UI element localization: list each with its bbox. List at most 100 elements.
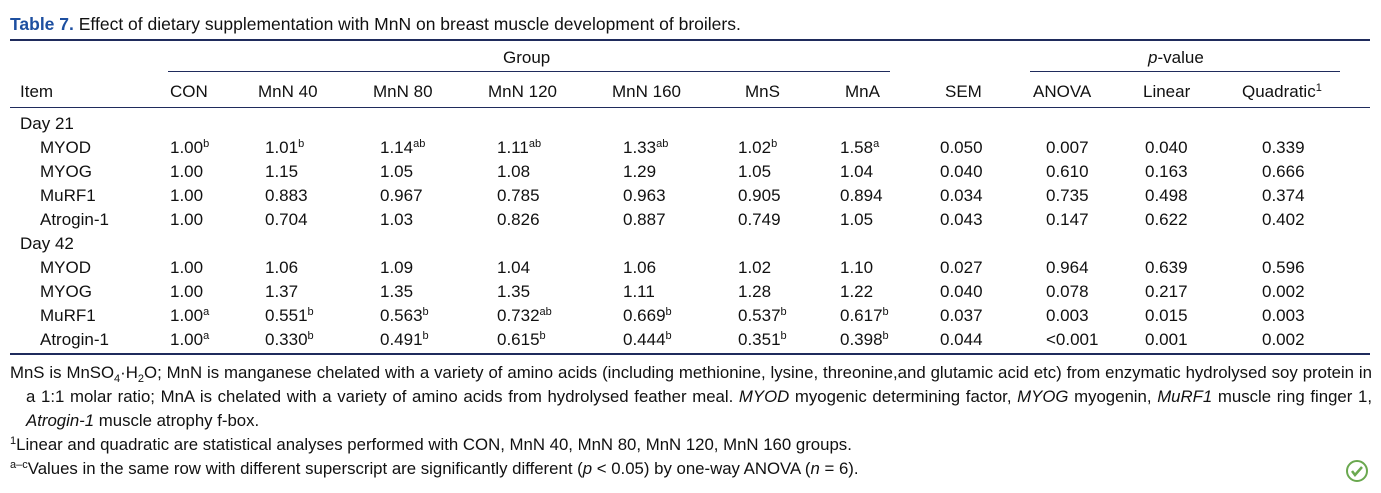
cell-text: 0.491: [380, 330, 423, 349]
cell-text: 1.33: [623, 138, 657, 157]
cell: 0.037: [940, 306, 983, 325]
cell: 1.04: [840, 162, 874, 181]
cell: 0.002: [1262, 330, 1305, 349]
footnote-text: Values in the same row with different su…: [27, 459, 583, 478]
top-rule: [10, 39, 1370, 41]
cell: 1.10: [840, 258, 874, 277]
cell: 1.00: [170, 210, 204, 229]
cell-text: 1.58: [840, 138, 874, 157]
cell-text: 1.00: [170, 330, 204, 349]
cell: 0.537b: [738, 305, 787, 327]
cell: 0.732ab: [497, 305, 552, 327]
caption: Table 7. Effect of dietary supplementati…: [10, 13, 741, 35]
row-item: MYOD: [40, 138, 91, 157]
section-label: Day 21: [20, 114, 74, 133]
logo: [1346, 460, 1368, 482]
footnote-text: muscle ring finger 1,: [1212, 387, 1373, 406]
cell: 1.15: [265, 162, 299, 181]
group-underline: [168, 71, 890, 72]
cell: 0.330b: [265, 329, 314, 351]
cell-text: 1.01: [265, 138, 299, 157]
cell: 0.883: [265, 186, 308, 205]
cell-sup: a: [873, 138, 880, 150]
row-item: MYOG: [40, 162, 92, 181]
cell: 0.498: [1145, 186, 1188, 205]
cell-sup: b: [882, 330, 889, 342]
cell: 1.22: [840, 282, 874, 301]
cell: 0.351b: [738, 329, 787, 351]
footnote-text: O; MnN is manganese chelated with a vari…: [26, 363, 1372, 406]
row-item: MuRF1: [40, 306, 96, 325]
row-item: MYOD: [40, 258, 91, 277]
row-item: MYOG: [40, 282, 92, 301]
cell-text: 1.02: [738, 138, 772, 157]
footnote-sub: 4: [114, 373, 121, 385]
footnotes: MnS is MnSO4·H2O; MnN is manganese chela…: [10, 361, 1372, 481]
cell: 0.078: [1046, 282, 1089, 301]
footnote: 1Linear and quadratic are statistical an…: [10, 433, 1372, 457]
cell: 0.044: [940, 330, 983, 349]
footnote: MnS is MnSO4·H2O; MnN is manganese chela…: [10, 361, 1372, 433]
cell-sup: b: [307, 330, 314, 342]
cell: 1.28: [738, 282, 772, 301]
cell: 0.596: [1262, 258, 1305, 277]
cell: 0.826: [497, 210, 540, 229]
cell-text: 0.615: [497, 330, 540, 349]
cell-sup: a: [203, 330, 210, 342]
cell-text: 0.563: [380, 306, 423, 325]
cell: 0.398b: [840, 329, 889, 351]
cell: 1.33ab: [623, 137, 668, 159]
cell-sup: b: [422, 330, 429, 342]
cell-sup: b: [298, 138, 305, 150]
cell: 1.37: [265, 282, 299, 301]
cell: 0.003: [1262, 306, 1305, 325]
cell-text: 0.330: [265, 330, 308, 349]
cell-sup: b: [203, 138, 210, 150]
cell: 0.905: [738, 186, 781, 205]
column-header: MnN 80: [373, 82, 433, 101]
row-item: Atrogin-1: [40, 210, 109, 229]
bottom-rule: [10, 353, 1370, 355]
footnote-italic: MYOD: [738, 387, 790, 406]
pvalue-underline: [1030, 71, 1340, 72]
cell-sup: b: [307, 306, 314, 318]
cell: 0.007: [1046, 138, 1089, 157]
footnote-text: Linear and quadratic are statistical ana…: [16, 435, 852, 454]
cell: 1.00: [170, 186, 204, 205]
cell: 1.58a: [840, 137, 879, 159]
cell: 0.887: [623, 210, 666, 229]
column-header: ANOVA: [1033, 82, 1092, 101]
group-header: Group: [503, 48, 551, 67]
cell: 1.00: [170, 162, 204, 181]
cell: 1.35: [497, 282, 531, 301]
cell-sup: b: [665, 306, 672, 318]
cell-sup: ab: [539, 306, 552, 318]
footnote-text: MnS is MnSO: [10, 363, 115, 382]
cell: 1.29: [623, 162, 657, 181]
cell: 1.04: [497, 258, 531, 277]
cell-sup: b: [780, 306, 787, 318]
pvalue-header: p-value: [1148, 47, 1204, 69]
cell: 0.610: [1046, 162, 1089, 181]
cell-sup: b: [665, 330, 672, 342]
cell: 0.147: [1046, 210, 1089, 229]
cell-sup: b: [771, 138, 778, 150]
cell: 0.015: [1145, 306, 1188, 325]
cell: 0.034: [940, 186, 983, 205]
column-header: MnN 40: [258, 82, 318, 101]
cell-text: 1.11: [497, 138, 529, 157]
footnote-text: ·H: [120, 363, 138, 382]
cell: 0.735: [1046, 186, 1089, 205]
cell: 0.402: [1262, 210, 1305, 229]
footnote-italic: Atrogin-1: [26, 411, 95, 430]
footnote-text: = 6).: [819, 459, 859, 478]
row-item: MuRF1: [40, 186, 96, 205]
column-header-text: Quadratic: [1242, 82, 1316, 101]
cell: 0.002: [1262, 282, 1305, 301]
cell: 1.08: [497, 162, 531, 181]
cell: 0.551b: [265, 305, 314, 327]
cell: 0.669b: [623, 305, 672, 327]
cell: 0.003: [1046, 306, 1089, 325]
cell: 0.639: [1145, 258, 1188, 277]
cell: 1.14ab: [380, 137, 425, 159]
